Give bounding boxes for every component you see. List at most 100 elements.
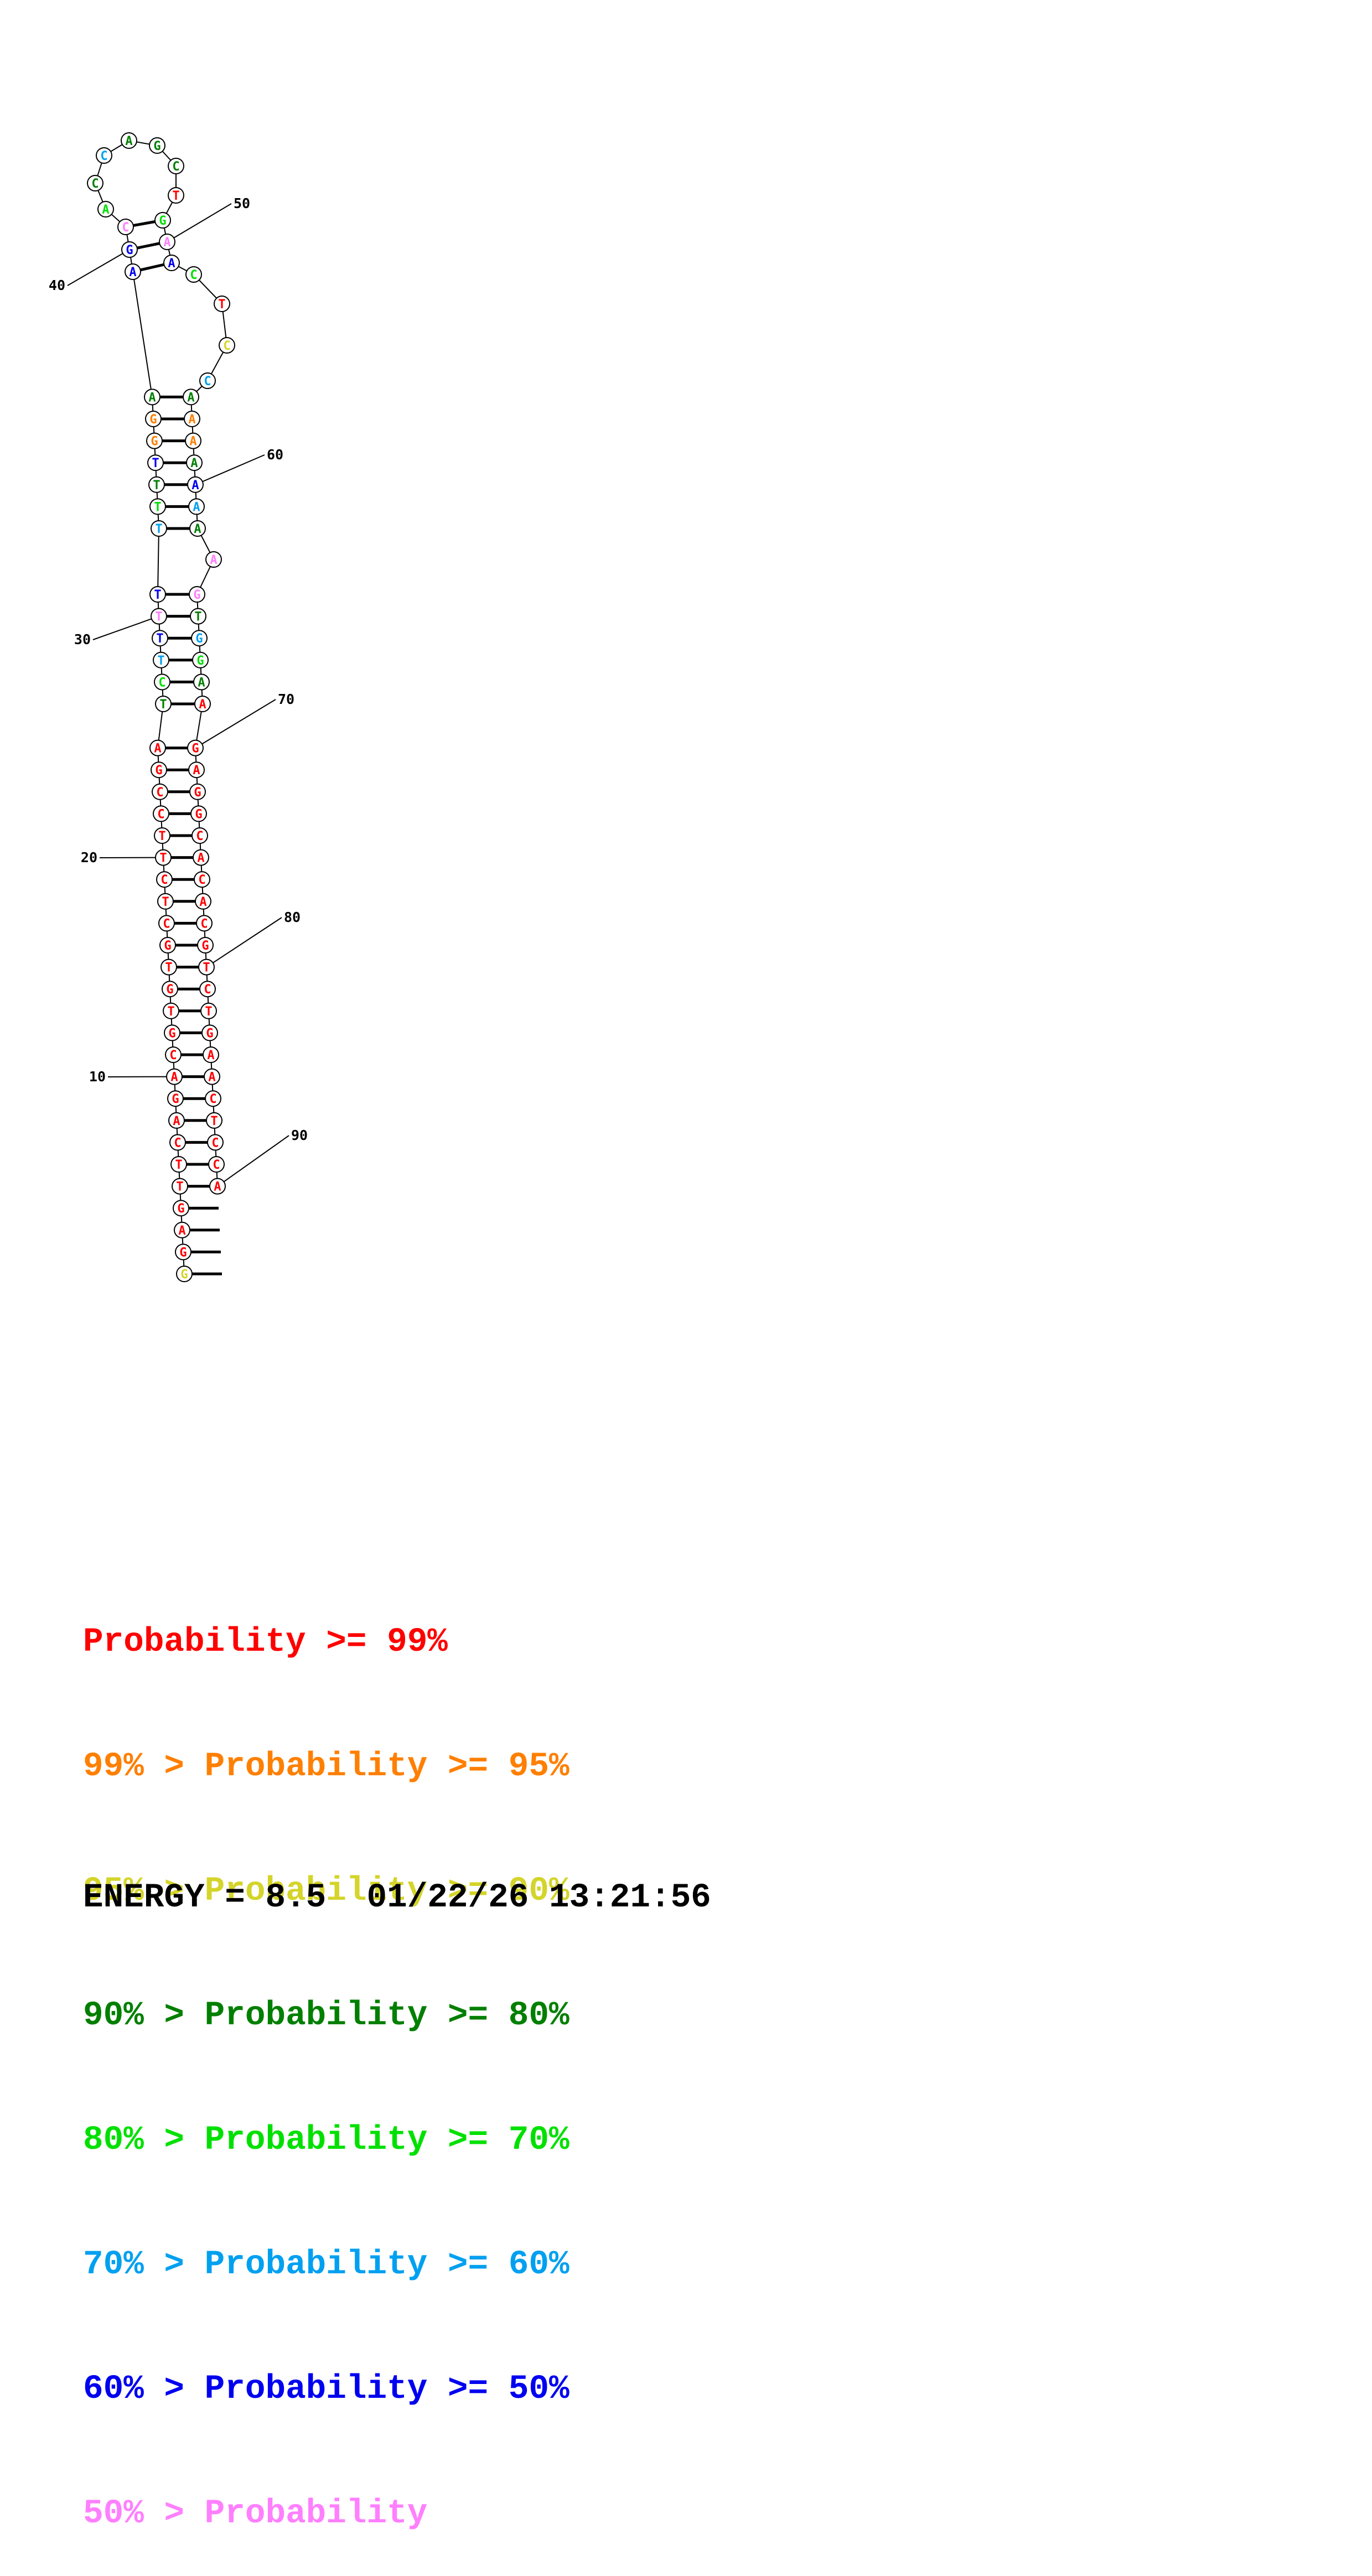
tick-line (68, 250, 130, 286)
nucleotide-letter: C (204, 983, 211, 997)
legend-line: Probability >= 99% (83, 1621, 569, 1663)
nucleotide-letter: G (201, 939, 209, 953)
nucleotide: G (151, 762, 167, 778)
nucleotide-letter: G (180, 1268, 188, 1282)
nucleotide-letter: T (194, 610, 201, 624)
nucleotide-letter: A (154, 742, 161, 756)
nucleotide: T (190, 609, 206, 624)
nucleotide: C (154, 674, 170, 690)
nucleotide: A (174, 1222, 190, 1238)
legend-prefix: 70% > (83, 2246, 205, 2284)
legend-prefix: 50% > (83, 2495, 205, 2533)
tick-line (195, 455, 265, 485)
legend-text: Probability >= 60% (205, 2246, 569, 2284)
nucleotide: G (155, 212, 170, 228)
nucleotide-letter: T (154, 588, 161, 602)
nucleotide: A (195, 696, 210, 712)
nucleotide-letter: G (153, 139, 161, 153)
nucleotide: G (193, 652, 208, 668)
nucleotide-letter: G (179, 1246, 187, 1260)
nucleotide: G (190, 784, 205, 800)
nucleotide-letter: T (162, 895, 169, 909)
nucleotide-letter: A (199, 895, 206, 909)
nucleotide-letter: T (159, 852, 167, 865)
nucleotide-letter: C (91, 177, 99, 191)
nucleotide-letter: C (198, 873, 205, 887)
nucleotide: G (173, 1200, 189, 1216)
legend-text: Probability (205, 2495, 428, 2533)
nucleotide: A (164, 255, 179, 271)
nucleotide: G (198, 937, 213, 953)
nucleotide-letter: T (158, 830, 165, 843)
nucleotide-letter: T (210, 1115, 218, 1128)
nucleotide: C (196, 915, 212, 931)
nucleotide-letter: T (152, 457, 159, 470)
nucleotide-letter: G (195, 632, 203, 646)
nucleotide: A (189, 762, 204, 778)
nucleotide-letter: A (178, 1224, 185, 1238)
legend-text: Probability >= 80% (205, 1997, 569, 2035)
nucleotide-letter: T (154, 500, 161, 514)
nucleotide-letter: T (165, 961, 172, 975)
nucleotide: T (163, 1003, 179, 1019)
legend-line: 70% > Probability >= 60% (83, 2244, 569, 2285)
nucleotide-letter: A (188, 413, 195, 427)
nucleotide-letter: C (211, 1136, 219, 1150)
nucleotide: T (151, 609, 167, 624)
nucleotide: T (199, 960, 214, 975)
nucleotide-letter: G (172, 1092, 179, 1106)
nucleotide-letter: C (204, 375, 211, 388)
tick-label: 10 (89, 1069, 106, 1085)
legend-text: Probability >= 70% (205, 2121, 569, 2159)
nucleotide: C (170, 1134, 185, 1150)
tick-label: 80 (284, 909, 301, 925)
nucleotide: T (153, 652, 169, 668)
nucleotide: G (175, 1244, 191, 1260)
nucleotide-letter: G (206, 1027, 213, 1040)
nucleotide-letter: G (177, 1202, 184, 1216)
nucleotide-letter: C (157, 807, 164, 821)
nucleotide: A (125, 264, 141, 279)
nucleotide-letter: C (209, 1092, 216, 1106)
nucleotide-letter: G (191, 742, 199, 756)
nucleotide-letter: C (122, 221, 129, 235)
legend-prefix: 60% > (83, 2370, 205, 2408)
nucleotide: A (193, 850, 209, 865)
nucleotide-letter: C (172, 160, 179, 174)
nucleotide: C (118, 219, 133, 235)
nucleotide: G (149, 138, 165, 153)
legend-line: 60% > Probability >= 50% (83, 2368, 569, 2410)
nucleotide: G (189, 587, 205, 602)
nucleotide-letter: A (198, 676, 205, 690)
nucleotide: T (168, 188, 184, 203)
nucleotide-letter: T (155, 610, 162, 624)
nucleotide-letter: T (218, 298, 225, 312)
nucleotide-letter: G (196, 654, 204, 668)
nucleotide-letter: A (125, 134, 132, 148)
nucleotide-letter: A (210, 553, 217, 567)
nucleotide-letter: T (176, 1180, 183, 1194)
nucleotide: A (204, 1069, 220, 1085)
nucleotide: A (169, 1113, 184, 1128)
tick-label: 60 (267, 447, 283, 463)
nucleotide: A (189, 499, 204, 514)
nucleotide: G (160, 937, 175, 953)
nucleotide: A (184, 411, 200, 427)
nucleotide: T (156, 696, 171, 712)
nucleotide-letter: C (156, 786, 163, 800)
nucleotide-letter: A (163, 236, 170, 250)
nucleotide-letter: A (148, 391, 156, 405)
tick-label: 30 (74, 631, 91, 647)
nucleotide: A (167, 1069, 182, 1085)
nucleotide: C (192, 828, 208, 843)
nucleotide: C (152, 784, 168, 800)
nucleotide-letter: A (129, 266, 136, 279)
nucleotide: A (185, 433, 201, 449)
nucleotide: G (147, 433, 162, 449)
nucleotide: C (87, 175, 103, 191)
tick-line (218, 1136, 289, 1186)
nucleotide-letter: C (161, 873, 168, 887)
tick-line (206, 918, 282, 967)
nucleotide: T (156, 850, 171, 865)
nucleotide-letter: T (175, 1158, 182, 1172)
